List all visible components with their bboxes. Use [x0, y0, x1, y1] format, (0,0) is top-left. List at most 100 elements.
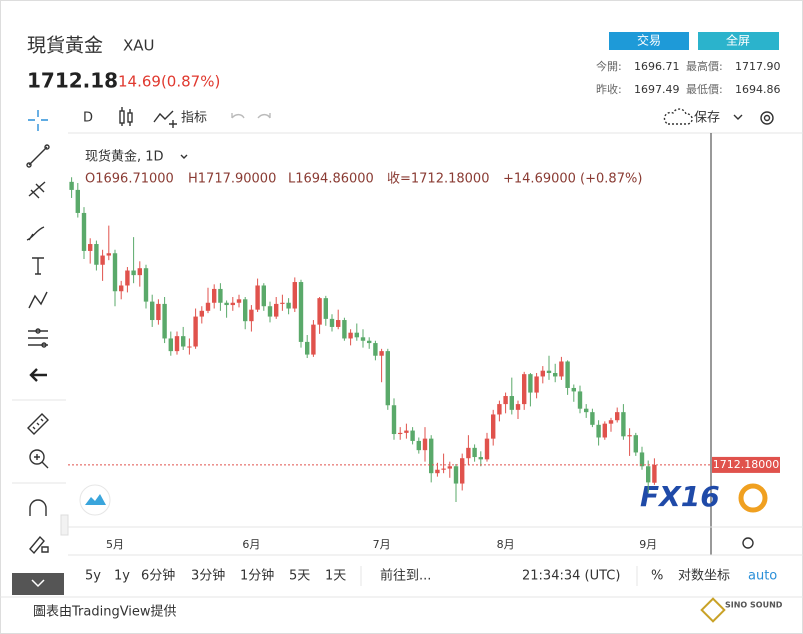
collapse-button[interactable] [12, 573, 64, 595]
legend-low: L1694.86000 [288, 172, 374, 187]
candle-body [646, 466, 651, 483]
settings-icon[interactable] [760, 111, 774, 125]
candle-body [100, 255, 105, 265]
candle-body [354, 332, 359, 338]
side-handle[interactable] [60, 514, 69, 536]
auto-toggle[interactable]: auto [748, 569, 777, 584]
candle-body [478, 457, 483, 460]
candle-body [218, 288, 223, 303]
candle-body [379, 351, 384, 356]
left-tools[interactable] [26, 144, 50, 555]
candle-body [88, 244, 93, 251]
goto[interactable]: 前往到... [380, 568, 431, 584]
candle-body [559, 361, 564, 377]
candle-body [422, 438, 428, 451]
candle-body [553, 373, 558, 377]
range[interactable]: 5y [85, 569, 101, 584]
candle-body [373, 343, 378, 356]
candle-body [491, 414, 496, 439]
range[interactable]: 1分钟 [240, 568, 274, 584]
range[interactable]: 3分钟 [191, 568, 225, 584]
x-tick-label: 8月 [497, 538, 515, 551]
candle-body [621, 412, 626, 437]
range[interactable]: 6分钟 [141, 568, 175, 584]
candle-body [274, 303, 279, 317]
candle-body [639, 452, 645, 467]
candle-body [528, 374, 533, 393]
candle-body [311, 324, 316, 355]
fullscreen-button[interactable] [698, 32, 779, 50]
candle-body [453, 466, 459, 484]
candle-body [447, 466, 452, 469]
range[interactable]: 1天 [325, 569, 346, 584]
candle-body [106, 253, 111, 256]
legend-name: 现货黄金, 1D [85, 149, 164, 165]
sino-logo-text: SINO SOUND [725, 601, 783, 610]
candle-body [329, 318, 335, 327]
candle-body [633, 435, 638, 453]
x-tick-label: 9月 [639, 538, 657, 551]
percent-toggle[interactable]: % [651, 569, 663, 584]
candle-body [317, 298, 322, 325]
range[interactable]: 5天 [289, 569, 310, 584]
stat-value: 1717.90 [735, 60, 781, 73]
candle-body [577, 391, 583, 409]
fullscreen-label[interactable]: 全屏 [726, 33, 750, 48]
dropdown[interactable] [733, 114, 743, 120]
candle-body [286, 302, 291, 309]
trade-button[interactable] [609, 32, 689, 50]
candle-icon[interactable] [119, 107, 133, 126]
title: 現貨黃金 [27, 35, 103, 57]
interval[interactable]: D [83, 111, 93, 126]
candle-body [367, 340, 372, 344]
candle-body [261, 285, 266, 307]
crosshair-icon[interactable] [28, 110, 48, 131]
candle-body [472, 447, 477, 458]
legend-high: H1717.90000 [188, 172, 276, 187]
candle-body [181, 336, 186, 347]
save[interactable]: 保存 [694, 111, 720, 126]
candle-body [571, 387, 576, 392]
x-tick-label: 7月 [373, 538, 391, 551]
legend-dropdown[interactable] [180, 154, 188, 159]
candle-body [224, 302, 229, 306]
undo-redo[interactable] [231, 113, 271, 119]
indicators[interactable]: 指标 [181, 111, 207, 126]
candle-body [298, 282, 304, 342]
candle-body [385, 351, 390, 406]
candle-body [150, 301, 155, 321]
range[interactable]: 1y [114, 569, 130, 584]
trade-label[interactable]: 交易 [637, 33, 661, 48]
candle-body [602, 423, 607, 438]
stat-value: 1697.49 [634, 83, 680, 96]
candle-body [348, 332, 353, 339]
candle-body [652, 464, 657, 483]
candle-body [565, 361, 570, 388]
indicator-icon[interactable] [153, 110, 177, 128]
candle-body [292, 282, 297, 309]
candle-body [391, 405, 397, 435]
candle-body [360, 337, 366, 341]
stat-value: 1694.86 [735, 83, 781, 96]
log-toggle[interactable]: 对数坐标 [678, 569, 730, 584]
candle-body [534, 376, 539, 393]
settings-icon-core [763, 114, 771, 122]
candle-body [94, 244, 99, 265]
candle-body [404, 430, 409, 433]
candle-body [615, 412, 620, 421]
candle-body [323, 298, 328, 319]
candle-body [267, 306, 273, 317]
candle-body [168, 338, 173, 352]
axis-settings[interactable] [742, 537, 754, 549]
last-price-label: 1712.18000 [713, 458, 779, 471]
candle-body [174, 336, 180, 352]
candle-body [280, 302, 285, 304]
candle-body [162, 303, 167, 339]
fx168-logo: FX16 [640, 480, 720, 513]
stat-value: 1696.71 [634, 60, 680, 73]
x-tick-label: 6月 [242, 538, 260, 551]
candle-body [81, 212, 87, 251]
price: 1712.18 [27, 69, 118, 93]
candle-body [590, 412, 595, 425]
